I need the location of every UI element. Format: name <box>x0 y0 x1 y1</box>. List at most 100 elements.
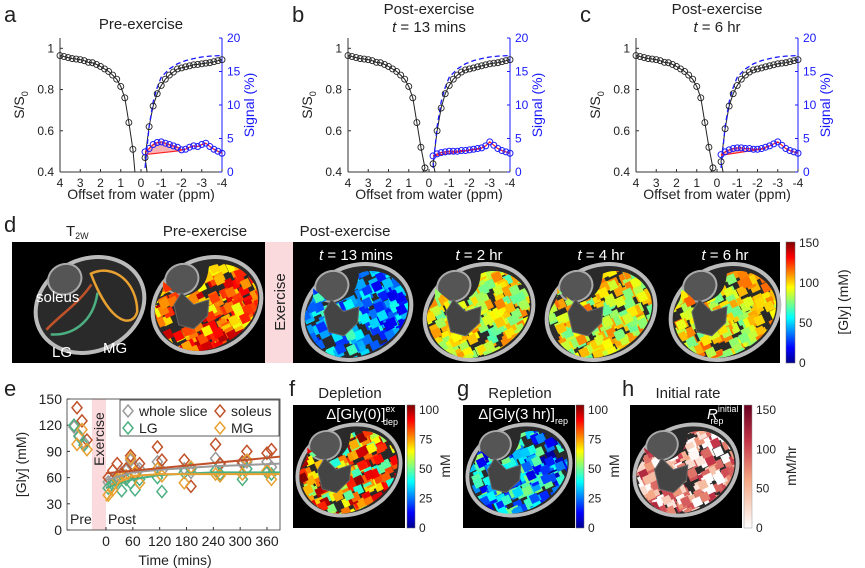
map-pixel <box>685 335 698 348</box>
map-pixel <box>753 314 766 327</box>
fibula-region <box>323 298 360 337</box>
map-pixel <box>361 296 374 309</box>
signal-point <box>165 141 173 149</box>
map-pixel <box>698 364 711 373</box>
colorbar-tick-label: 150 <box>756 403 776 417</box>
map-pixel <box>223 301 236 314</box>
signal-point <box>145 145 153 153</box>
exercise-label: Exercise <box>91 412 107 466</box>
colorbar-tick-label: 0 <box>588 521 595 535</box>
signal-point <box>149 141 157 149</box>
y-tick-label: 0.6 <box>325 124 342 138</box>
map-pixel <box>368 317 381 330</box>
signal-point <box>457 147 465 155</box>
post-exercise-label: Post-exercise <box>300 223 391 240</box>
signal-point <box>506 149 514 157</box>
map-pixel <box>175 362 187 366</box>
z-spectrum-point <box>352 54 360 62</box>
pre-label: Pre <box>70 511 92 527</box>
y-axis-label-main: S/S <box>299 96 315 119</box>
y2-axis-label: Signal (%) <box>241 73 257 138</box>
signal-point <box>766 142 774 150</box>
map-pixel <box>578 368 591 373</box>
legend-marker <box>122 403 134 419</box>
reference-fit-line <box>432 54 511 168</box>
signal-point <box>741 145 749 153</box>
chart-subtitle-b: t = 13 mins <box>392 19 466 36</box>
signal-point <box>502 148 510 156</box>
map-pixel <box>642 473 654 486</box>
z-spectrum-point <box>502 57 510 65</box>
post-point-MG <box>265 472 278 487</box>
y-tick-label: 0.4 <box>325 165 342 179</box>
z-spectrum-point <box>632 52 640 59</box>
map-pixel <box>730 305 743 318</box>
map-pixel <box>660 493 673 506</box>
x-tick-label: -4 <box>217 176 228 190</box>
map-pixel <box>376 309 389 322</box>
z-spectrum-point <box>750 66 757 74</box>
colorbar-d <box>785 241 796 364</box>
signal-point <box>466 146 473 154</box>
z-spectrum-point <box>376 59 384 67</box>
z-spectrum-point <box>433 127 441 135</box>
z-spectrum-point <box>364 56 372 64</box>
y2-tick-label: 5 <box>227 132 234 146</box>
map-pixel <box>535 432 547 445</box>
map-pixel <box>518 298 531 311</box>
map-pixel <box>494 298 507 310</box>
z-spectrum-point <box>660 58 668 66</box>
z-spectrum-point <box>782 59 790 67</box>
map-pixel <box>694 369 707 373</box>
z-spectrum-point <box>157 81 165 89</box>
y-tick-label: 1 <box>335 41 342 55</box>
signal-point <box>474 145 482 153</box>
map-pixel <box>519 447 531 459</box>
map-pixel <box>355 446 367 459</box>
z-spectrum-point <box>92 60 100 68</box>
y-axis-label-sub: 0 <box>308 91 318 96</box>
signal-point <box>182 145 190 153</box>
map-pixel <box>341 361 354 373</box>
y2-tick-label: 5 <box>515 132 522 146</box>
z-spectrum-point <box>717 158 725 166</box>
z-spectrum-point <box>129 145 137 153</box>
post-point-soleus <box>184 479 197 494</box>
panel-label-h: h <box>622 376 634 401</box>
map-pixel <box>538 490 551 502</box>
legend-label: soleus <box>231 403 271 419</box>
colorbar-tick-label: 100 <box>588 403 608 417</box>
x-tick-label: 180 <box>175 533 199 549</box>
map-pixel <box>332 490 344 502</box>
x-tick-label: 1 <box>117 176 124 190</box>
z-spectrum-point <box>153 90 161 98</box>
z-spectrum-point <box>482 61 490 69</box>
panel-label-d: d <box>4 212 16 237</box>
map-pixel <box>720 452 732 465</box>
map-pixel <box>472 477 484 489</box>
x-tick-label: 0 <box>138 176 145 190</box>
z-spectrum-point <box>494 59 502 67</box>
z-spectrum-point <box>478 62 486 70</box>
map-pixel <box>374 442 386 455</box>
pre-point-MG <box>76 422 88 437</box>
x-tick-label: 120 <box>148 533 172 549</box>
data-marks <box>68 400 280 503</box>
map-pixel <box>687 449 700 462</box>
map-pixel <box>763 300 776 313</box>
map-pixel <box>490 271 503 284</box>
signal-point <box>453 147 461 155</box>
map-pixel <box>172 329 185 342</box>
z-spectrum-point <box>709 164 717 172</box>
reference-fit-line <box>720 54 799 168</box>
map-pixel <box>356 459 368 471</box>
x-tick-label: 60 <box>125 533 141 549</box>
map-pixel <box>578 346 591 359</box>
map-pixel <box>466 333 479 346</box>
signal-point <box>737 144 745 152</box>
post-point-MG <box>240 452 253 468</box>
map-pixel <box>208 292 221 305</box>
map-pixel <box>178 363 191 366</box>
formula-h: Rinitial rep <box>707 404 738 426</box>
map-pixel <box>239 277 252 290</box>
